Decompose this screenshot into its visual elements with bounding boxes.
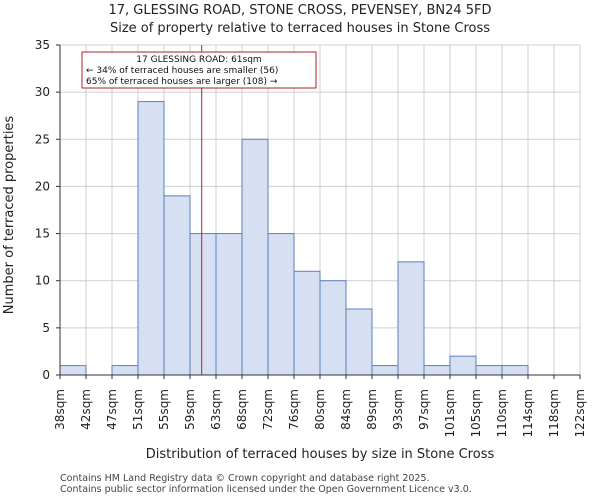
histogram-bar: [371, 365, 399, 376]
histogram-bar: [501, 365, 529, 376]
histogram-bar: [319, 280, 347, 376]
histogram-bar: [241, 138, 269, 376]
footer-attribution: Contains HM Land Registry data © Crown c…: [60, 473, 472, 495]
histogram-bar: [137, 101, 165, 376]
x-tick-label: 63sqm: [209, 389, 223, 430]
x-tick-label: 89sqm: [365, 389, 379, 430]
x-tick-label: 110sqm: [495, 389, 509, 437]
histogram-chart: 0 5 10 15 20 25 30 35 38sqm 42sqm 47sqm 51sqm 55sqm 5…: [2, 38, 587, 462]
y-tick-label: 25: [35, 132, 50, 146]
chart-title-block: 17, GLESSING ROAD, STONE CROSS, PEVENSEY…: [0, 2, 600, 38]
y-tick-label: 30: [35, 85, 50, 99]
histogram-bar: [423, 365, 451, 376]
x-tick-label: 51sqm: [131, 389, 145, 430]
annotation-border: [81, 51, 317, 89]
x-tick-label: 76sqm: [287, 389, 301, 430]
y-tick-label: 20: [35, 179, 50, 193]
annotation-line-property: 17 GLESSING ROAD: 61sqm: [136, 55, 261, 65]
y-tick-label: 35: [35, 38, 50, 52]
annotation-line-smaller: ← 34% of terraced houses are smaller (56…: [86, 66, 278, 76]
chart-title: 17, GLESSING ROAD, STONE CROSS, PEVENSEY…: [108, 3, 492, 18]
histogram-bar: [163, 195, 191, 376]
histogram-bar: [345, 308, 373, 376]
x-tick-label: 42sqm: [79, 389, 93, 430]
x-tick-label: 122sqm: [573, 389, 587, 437]
x-tick-label: 55sqm: [157, 389, 171, 430]
x-tick-label: 84sqm: [339, 389, 353, 430]
footer-line-1: Contains HM Land Registry data © Crown c…: [60, 473, 430, 484]
histogram-bar: [267, 233, 295, 376]
x-tick-label: 114sqm: [521, 389, 535, 437]
x-tick-label: 101sqm: [443, 389, 457, 437]
x-tick-label: 118sqm: [547, 389, 561, 437]
histogram-bar: [111, 365, 139, 376]
y-tick-label: 0: [42, 368, 50, 382]
histogram-bar: [215, 233, 243, 376]
x-tick-label: 68sqm: [235, 389, 249, 430]
chart-subtitle: Size of property relative to terraced ho…: [109, 21, 491, 36]
y-tick-label: 15: [35, 227, 50, 241]
annotation-box: 17 GLESSING ROAD: 61sqm ← 34% of terrace…: [81, 51, 317, 89]
ticks-layer: 0 5 10 15 20 25 30 35 38sqm 42sqm 47sqm 51sqm 55sqm 5…: [35, 38, 587, 437]
x-tick-label: 105sqm: [469, 389, 483, 437]
x-tick-label: 38sqm: [53, 389, 67, 430]
grid-layer: [59, 44, 581, 376]
x-axis-title: Distribution of terraced houses by size …: [146, 447, 495, 462]
histogram-bar: [59, 365, 87, 376]
x-tick-label: 80sqm: [313, 389, 327, 430]
bars-layer: [59, 101, 529, 376]
y-tick-label: 5: [42, 321, 50, 335]
x-tick-label: 72sqm: [261, 389, 275, 430]
annotation-line-larger: 65% of terraced houses are larger (108) …: [86, 77, 278, 87]
x-tick-label: 93sqm: [391, 389, 405, 430]
y-axis-title: Number of terraced properties: [2, 116, 17, 315]
histogram-bar: [293, 270, 321, 376]
histogram-bar: [397, 261, 425, 376]
y-tick-label: 10: [35, 274, 50, 288]
x-tick-label: 97sqm: [417, 389, 431, 430]
histogram-bar: [189, 233, 217, 376]
x-tick-label: 47sqm: [105, 389, 119, 430]
footer-line-2: Contains public sector information licen…: [60, 484, 472, 495]
histogram-bar: [449, 355, 477, 376]
x-tick-label: 59sqm: [183, 389, 197, 430]
histogram-bar: [475, 365, 503, 376]
